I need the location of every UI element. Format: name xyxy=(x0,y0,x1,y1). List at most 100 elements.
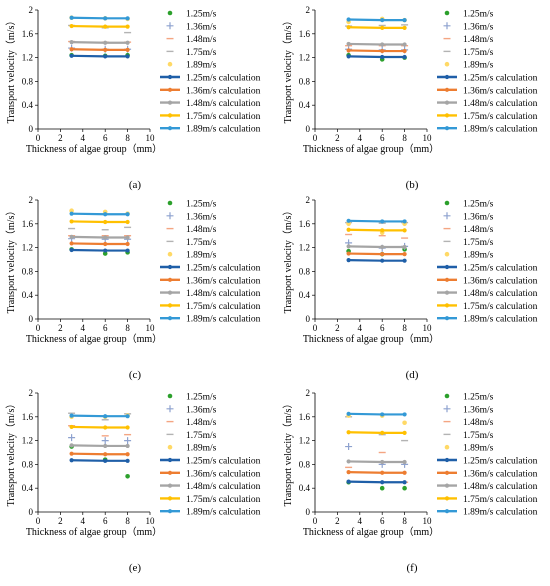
x-axis-label: Thickness of algae group（mm） xyxy=(26,333,162,345)
legend-swatch-point xyxy=(444,100,450,105)
y-tick-label: 0.8 xyxy=(22,76,34,86)
y-tick-label: 0.4 xyxy=(299,100,311,110)
series-line-point xyxy=(69,15,74,20)
series-line-point xyxy=(346,411,351,416)
y-tick-label: 0.4 xyxy=(22,100,34,110)
x-tick-label: 2 xyxy=(58,516,63,526)
series-line xyxy=(348,55,405,59)
legend-swatch xyxy=(443,405,451,413)
y-tick-label: 1.2 xyxy=(22,436,33,446)
legend-label: 1.25m/s calculation xyxy=(463,74,538,84)
legend-swatch-point xyxy=(444,126,450,131)
data-point xyxy=(125,474,130,479)
series-line xyxy=(71,16,128,20)
legend-swatch-point xyxy=(167,457,173,463)
legend-swatch xyxy=(167,10,173,16)
legend-swatch-point xyxy=(167,87,173,92)
series-line-point xyxy=(103,16,108,21)
y-tick-label: 0 xyxy=(306,124,311,134)
series-line-point xyxy=(69,458,74,463)
y-tick-label: 0.4 xyxy=(299,290,311,300)
x-axis-label: Thickness of algae group（mm） xyxy=(303,526,439,538)
series-line-point xyxy=(69,47,74,52)
series-line-point xyxy=(125,248,130,253)
series-line xyxy=(348,460,405,464)
legend-swatch-point xyxy=(444,264,450,270)
legend-swatch xyxy=(444,251,450,257)
series-line-point xyxy=(346,227,351,232)
legend-label: 1.75m/s calculation xyxy=(463,302,538,312)
series-line-point xyxy=(103,212,108,217)
series-line-point xyxy=(103,425,108,430)
series-line-point xyxy=(69,40,74,45)
y-tick-label: 2 xyxy=(29,195,34,205)
legend-label: 1.25m/s calculation xyxy=(186,74,261,84)
series-line-point xyxy=(69,53,74,58)
legend-label: 1.25m/s xyxy=(186,10,217,20)
legend-label: 1.36m/s xyxy=(186,212,217,222)
legend-swatch-point xyxy=(444,74,450,80)
series-line-point xyxy=(402,228,407,233)
series-line-point xyxy=(402,459,407,465)
data-point xyxy=(102,251,108,256)
legend-label: 1.89m/s calculation xyxy=(186,125,261,135)
series-line-point xyxy=(380,258,385,263)
legend-swatch xyxy=(167,200,173,206)
legend-swatch xyxy=(167,251,173,257)
series-line-point xyxy=(402,25,407,30)
series-line-point xyxy=(380,459,385,465)
legend-swatch-point xyxy=(167,290,173,295)
series-line-point xyxy=(125,212,130,217)
legend-swatch-point xyxy=(444,316,450,321)
y-axis-label: Transport velocity（m/s） xyxy=(282,206,294,314)
y-tick-label: 1.6 xyxy=(299,29,311,39)
legend-label: 1.89m/s xyxy=(463,61,494,71)
series-line-point xyxy=(69,211,74,216)
x-tick-label: 0 xyxy=(313,516,318,526)
series-line-point xyxy=(346,479,351,484)
y-tick-label: 1.2 xyxy=(299,53,310,63)
legend-label: 1.48m/s calculation xyxy=(186,482,261,492)
y-tick-label: 1.2 xyxy=(299,243,310,253)
series-line-point xyxy=(125,241,130,247)
series-line-point xyxy=(402,18,407,23)
series-line-point xyxy=(402,244,407,250)
series-line-point xyxy=(380,480,385,485)
legend-label: 1.48m/s calculation xyxy=(463,482,538,492)
y-tick-label: 0.8 xyxy=(299,266,311,276)
series-line-point xyxy=(346,470,351,475)
series-line xyxy=(71,54,128,58)
series-line-point xyxy=(346,459,351,464)
series-line-point xyxy=(69,451,74,456)
legend-label: 1.36m/s calculation xyxy=(463,86,538,96)
series-line-point xyxy=(103,235,108,240)
y-tick-label: 0.8 xyxy=(22,266,34,276)
x-tick-label: 4 xyxy=(358,323,363,333)
legend-swatch-point xyxy=(167,126,173,131)
series-line xyxy=(71,444,128,448)
series-line-point xyxy=(402,54,407,60)
legend-label: 1.89m/s xyxy=(463,251,494,261)
series-line-point xyxy=(103,24,108,29)
series-line-point xyxy=(402,470,407,475)
y-tick-label: 0.4 xyxy=(22,290,34,300)
legend-swatch xyxy=(166,405,174,413)
legend-label: 1.89m/s xyxy=(463,444,494,454)
series-line xyxy=(348,258,405,262)
x-tick-label: 2 xyxy=(58,133,63,143)
series-line-point xyxy=(69,234,74,239)
y-tick-label: 0.8 xyxy=(299,76,311,86)
legend-label: 1.25m/s xyxy=(463,200,494,210)
legend-swatch xyxy=(444,61,450,67)
series-line xyxy=(71,220,128,224)
x-tick-label: 10 xyxy=(146,133,156,143)
legend-label: 1.75m/s xyxy=(186,48,217,58)
series-line xyxy=(348,471,405,474)
legend-label: 1.89m/s calculation xyxy=(463,125,538,135)
series-line-point xyxy=(346,257,351,263)
series-line-point xyxy=(380,54,385,60)
series-line xyxy=(348,252,405,256)
x-tick-label: 8 xyxy=(402,133,407,143)
